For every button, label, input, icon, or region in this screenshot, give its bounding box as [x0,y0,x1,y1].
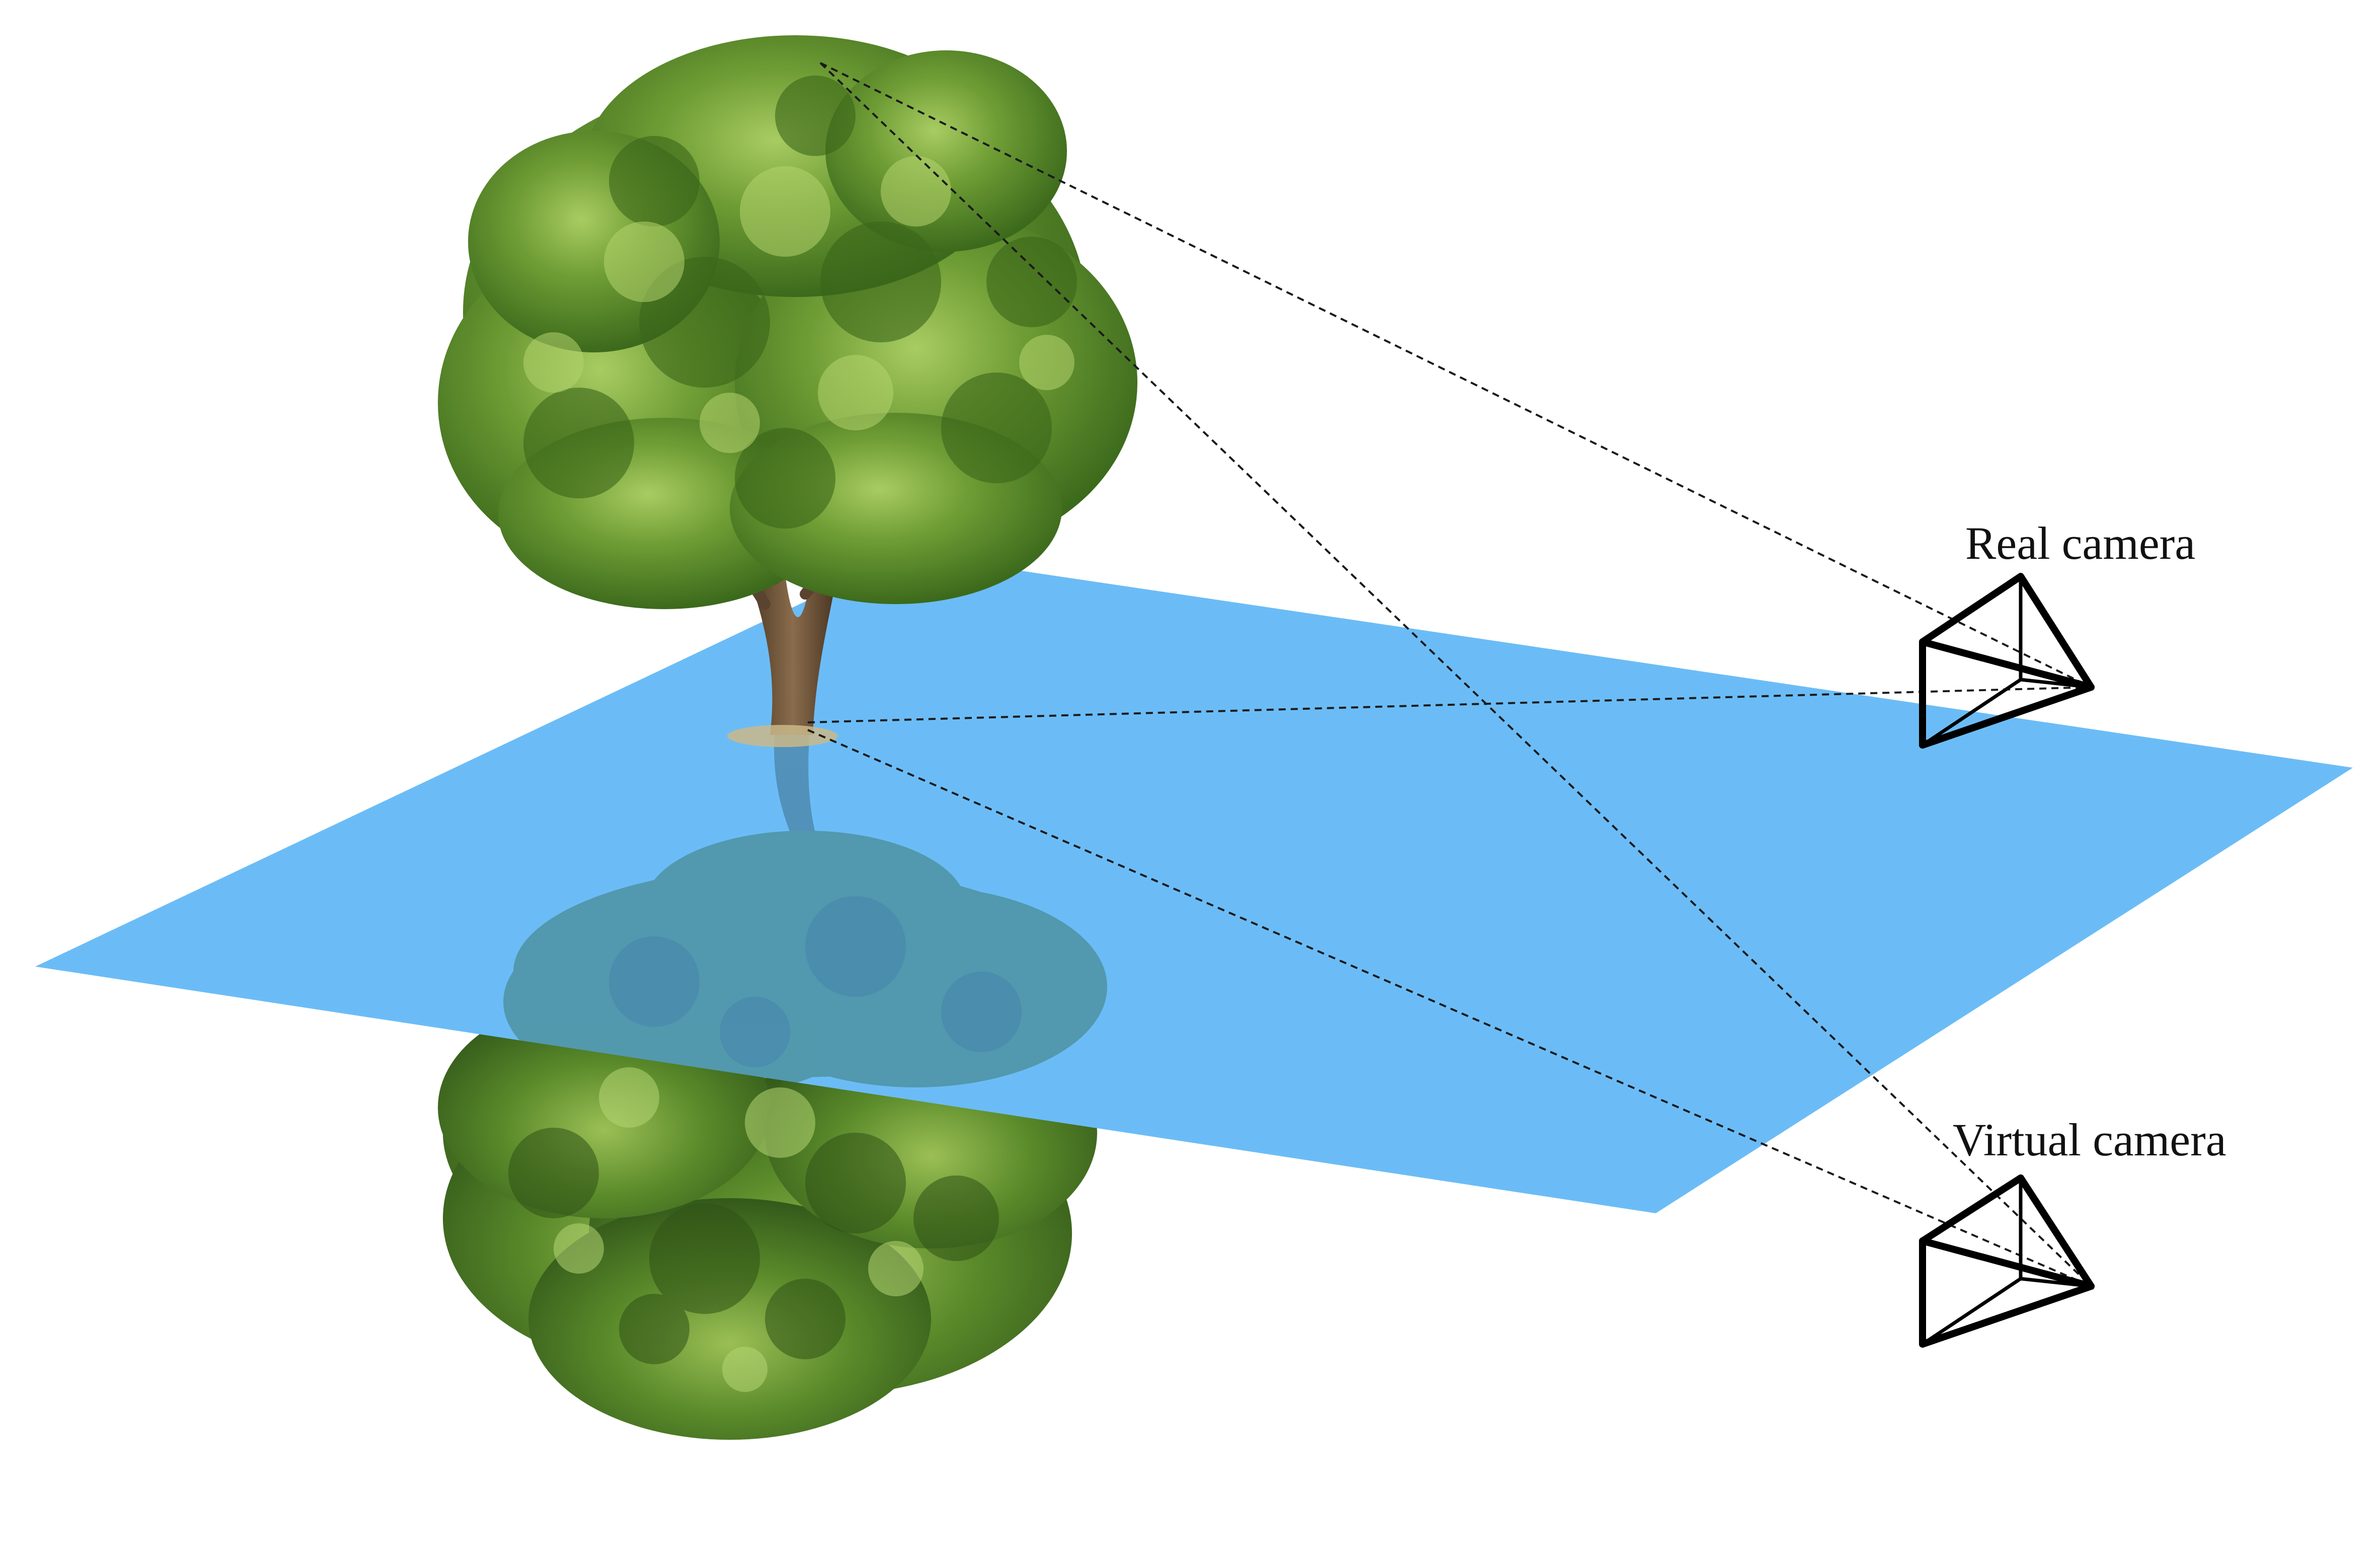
ray-treetop-to-virtual-camera [819,62,2092,1287]
virtual-camera-label: Virtual camera [1953,1114,2227,1165]
tree-reflection-on-water [503,725,1107,1097]
virtual-camera-icon [1919,1174,2095,1348]
real-camera-label: Real camera [1965,518,2195,569]
tree [438,35,1137,747]
ray-treetop-to-real-camera [820,62,2092,688]
ray-base-to-real-camera [807,686,2092,723]
ray-base-to-virtual-camera [807,729,2092,1287]
sight-rays [807,62,2092,1287]
real-camera-icon [1919,573,2095,749]
tree-reflection [438,967,1097,1440]
